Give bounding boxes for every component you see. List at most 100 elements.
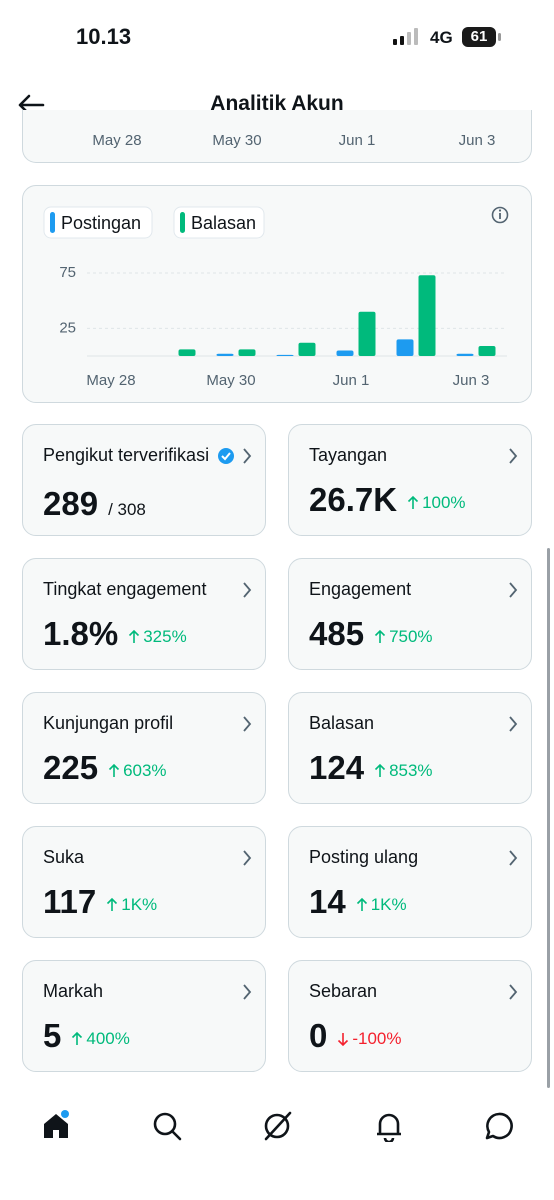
metric-card[interactable]: Tingkat engagement 1.8% 325% xyxy=(22,558,266,670)
nav-grok[interactable] xyxy=(262,1110,294,1142)
chevron-path xyxy=(509,716,518,732)
y-tick-label: 75 xyxy=(59,264,76,281)
metric-value-row: 1.8% 325% xyxy=(43,615,187,653)
metric-change-value: 750% xyxy=(389,627,433,646)
trend-arrow xyxy=(374,763,386,777)
info-dot xyxy=(498,209,502,212)
bar xyxy=(178,349,196,356)
chevron xyxy=(509,448,518,464)
metric-value: 0 xyxy=(309,1017,328,1054)
arrow-path xyxy=(374,763,386,777)
arrow-path xyxy=(107,897,118,911)
signal-icon xyxy=(393,28,418,45)
arrow-path xyxy=(356,897,367,911)
chevron xyxy=(509,850,518,866)
header-title: Analitik Akun xyxy=(210,92,344,115)
bar xyxy=(396,339,414,356)
metric-title: Sebaran xyxy=(309,981,378,1001)
prev-x-label: May 28 xyxy=(92,132,141,149)
metric-card[interactable]: Suka 117 1K% xyxy=(22,826,266,938)
metric-title: Pengikut terverifikasi xyxy=(43,445,210,465)
info-icon xyxy=(491,206,509,224)
nav-home[interactable] xyxy=(40,1110,72,1142)
x-tick-label: Jun 3 xyxy=(453,372,490,389)
metric-change-value: 100% xyxy=(422,493,466,512)
metric-change: 325% xyxy=(128,627,187,647)
battery: 61 xyxy=(462,27,496,47)
metric-value: 289 xyxy=(43,485,99,522)
metric-title: Markah xyxy=(43,981,104,1001)
metric-card[interactable]: Engagement 485 750% xyxy=(288,558,532,670)
metric-title: Kunjungan profil xyxy=(43,713,174,733)
metric-value-row: 5 400% xyxy=(43,1017,130,1055)
metric-value-row: 117 1K% xyxy=(43,883,157,921)
metric-change-value: 400% xyxy=(86,1029,130,1048)
metric-title: Tayangan xyxy=(309,445,388,465)
chevron-path xyxy=(509,984,518,1000)
trend-arrow xyxy=(129,629,140,643)
bar xyxy=(336,350,354,356)
metric-value: 1.8% xyxy=(43,615,119,652)
bar xyxy=(418,275,436,356)
metric-title: Tingkat engagement xyxy=(43,579,207,599)
metric-value-row: 485 750% xyxy=(309,615,433,653)
metric-change: 1K% xyxy=(356,895,407,915)
metric-change-value: 325% xyxy=(143,627,187,646)
metric-change-value: -100% xyxy=(352,1029,402,1048)
metric-change-value: 603% xyxy=(123,761,167,780)
metric-change: -100% xyxy=(337,1029,402,1049)
bar xyxy=(276,354,294,356)
metric-value: 26.7K xyxy=(309,481,398,518)
metric-card[interactable]: Posting ulang 14 1K% xyxy=(288,826,532,938)
chevron xyxy=(243,984,252,1000)
nav-search[interactable] xyxy=(151,1110,183,1142)
metric-card[interactable]: Sebaran 0 -100% xyxy=(288,960,532,1072)
legend-label: Balasan xyxy=(191,213,256,233)
chevron xyxy=(243,582,252,598)
metric-value: 225 xyxy=(43,749,99,786)
metric-card[interactable]: Tayangan 26.7K 100% xyxy=(288,424,532,536)
metric-change: 853% xyxy=(374,761,433,781)
metric-value: 117 xyxy=(43,883,97,920)
arrow-path xyxy=(72,1031,83,1045)
nav-notifications[interactable] xyxy=(373,1110,405,1142)
chevron xyxy=(243,448,252,464)
trend-arrow xyxy=(407,495,419,509)
arrow-path xyxy=(108,763,120,777)
nav-messages[interactable] xyxy=(483,1110,515,1142)
legend-swatch xyxy=(180,212,185,233)
prev-x-label: May 30 xyxy=(212,132,261,149)
arrow-path xyxy=(374,629,386,643)
trend-arrow xyxy=(338,1033,349,1047)
chevron-path xyxy=(509,448,518,464)
metric-value-row: 225 603% xyxy=(43,749,167,787)
badge-circle xyxy=(218,448,234,464)
metric-title: Suka xyxy=(43,847,85,867)
metric-card[interactable]: Kunjungan profil 225 603% xyxy=(22,692,266,804)
metric-value-row: 289 / 308 xyxy=(43,485,146,523)
metric-title: Engagement xyxy=(309,579,412,599)
metric-change: 100% xyxy=(407,493,466,513)
x-tick-label: May 30 xyxy=(206,372,255,389)
status-time: 10.13 xyxy=(76,24,132,49)
previous-chart-card xyxy=(22,110,532,163)
legend-box xyxy=(173,206,265,239)
metric-change: 750% xyxy=(374,627,433,647)
chevron-path xyxy=(243,582,252,598)
trend-arrow xyxy=(72,1031,83,1045)
trend-arrow xyxy=(374,629,386,643)
metric-card[interactable]: Pengikut terverifikasi 289 / 308 xyxy=(22,424,266,536)
bar xyxy=(456,353,474,356)
trend-arrow xyxy=(356,897,367,911)
verified-badge xyxy=(218,448,234,464)
metric-change: 400% xyxy=(71,1029,130,1049)
legend-box xyxy=(43,206,153,239)
trend-arrow xyxy=(108,763,120,777)
chart: May 28 May 30 Jun 1 Jun 3 Postingan Balasan 25… xyxy=(43,132,509,389)
metric-card[interactable]: Markah 5 400% xyxy=(22,960,266,1072)
arrow-path xyxy=(129,629,140,643)
metric-value: 485 xyxy=(309,615,365,652)
metric-card[interactable]: Balasan 124 853% xyxy=(288,692,532,804)
chevron-path xyxy=(243,984,252,1000)
battery-tip xyxy=(498,33,501,41)
